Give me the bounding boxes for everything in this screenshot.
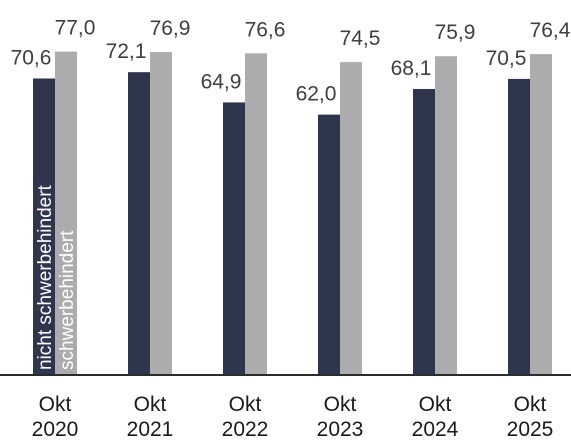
x-tick-label-2024-line2: 2024 [412, 418, 459, 441]
x-tick-label-2022-line2: 2022 [222, 418, 269, 441]
value-label-schwerbehindert-2025: 76,4 [530, 19, 571, 42]
bar-schwerbehindert-2025 [530, 54, 552, 376]
value-labels-layer: 70,677,0 72,176,9 64,9 76,6 62,0 74,5 68,175,9… [11, 17, 571, 106]
bar-nicht-schwerbehindert-2020 [33, 78, 55, 375]
x-tick-label-2023-line1: Okt [324, 393, 357, 416]
value-label-nicht-schwerbehindert-2020: 70,6 [11, 46, 52, 69]
bar-nicht-schwerbehindert-2021 [128, 72, 150, 376]
bar-schwerbehindert-2022 [245, 53, 267, 375]
x-tick-label-2021-line1: Okt [134, 393, 167, 416]
bar-nicht-schwerbehindert-2024 [413, 88, 435, 375]
x-tick-label-2021-line2: 2021 [127, 418, 174, 441]
value-label-nicht-schwerbehindert-2022: 64,9 [201, 70, 242, 93]
bar-nicht-schwerbehindert-2022 [223, 102, 245, 376]
bar-nicht-schwerbehindert-2025 [508, 78, 530, 376]
legend-label-schwerbehindert: schwerbehindert [57, 230, 78, 370]
x-tick-label-2024-line1: Okt [419, 393, 452, 416]
x-tick-label-2020-line1: Okt [39, 393, 72, 416]
value-label-nicht-schwerbehindert-2023: 62,0 [296, 83, 337, 106]
value-label-nicht-schwerbehindert-2025: 70,5 [486, 47, 527, 70]
x-tick-labels-layer: Okt2020Okt2021Okt2022Okt2023Okt2024Okt20… [32, 393, 554, 441]
value-label-schwerbehindert-2024: 75,9 [435, 21, 476, 44]
bars-layer [33, 51, 552, 376]
legend-label-nicht-schwerbehindert: nicht schwerbehindert [35, 184, 56, 370]
x-tick-label-2025-line2: 2025 [507, 418, 554, 441]
value-label-schwerbehindert-2022: 76,6 [245, 18, 286, 41]
value-label-schwerbehindert-2021: 76,9 [150, 17, 191, 40]
value-label-nicht-schwerbehindert-2024: 68,1 [391, 57, 432, 80]
legend-layer: nicht schwerbehindert schwerbehindert [35, 184, 78, 370]
bar-nicht-schwerbehindert-2023 [318, 114, 340, 375]
bar-schwerbehindert-2021 [150, 52, 172, 376]
bar-schwerbehindert-2023 [340, 62, 362, 375]
value-label-schwerbehindert-2023: 74,5 [340, 27, 381, 50]
x-tick-label-2025-line1: Okt [514, 393, 547, 416]
value-label-nicht-schwerbehindert-2021: 72,1 [106, 40, 147, 63]
x-tick-label-2023-line2: 2023 [317, 418, 364, 441]
value-label-schwerbehindert-2020: 77,0 [55, 17, 96, 40]
bar-schwerbehindert-2024 [435, 56, 457, 375]
x-tick-label-2022-line1: Okt [229, 393, 262, 416]
x-tick-label-2020-line2: 2020 [32, 418, 79, 441]
bar-schwerbehindert-2020 [55, 51, 77, 375]
